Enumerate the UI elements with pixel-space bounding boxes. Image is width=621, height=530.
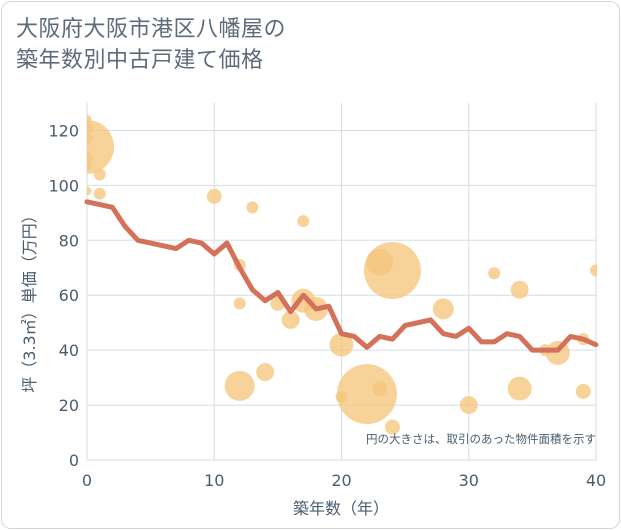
axis-ticks: 0 10 20 30 40 0 20 40 60 80 100 120	[48, 121, 606, 490]
x-tick-label: 0	[82, 471, 92, 490]
grid-lines	[86, 103, 597, 461]
y-tick-label: 120	[48, 121, 79, 140]
bubble	[233, 297, 246, 310]
bubble-series	[87, 114, 597, 435]
bubble	[507, 376, 532, 401]
bubble	[87, 186, 92, 196]
bubble	[256, 363, 275, 382]
bubble	[87, 119, 114, 174]
bubble	[384, 419, 400, 435]
y-tick-label: 20	[59, 396, 79, 415]
bubble	[206, 188, 222, 204]
bubble	[510, 280, 529, 299]
x-axis-label: 築年数（年）	[293, 499, 389, 518]
bubble	[432, 298, 454, 320]
x-tick-label: 30	[459, 471, 479, 490]
x-tick-label: 10	[204, 471, 224, 490]
bubble	[575, 383, 591, 399]
y-tick-label: 100	[48, 176, 79, 195]
bubble	[372, 381, 388, 397]
y-tick-label: 60	[59, 286, 79, 305]
chart-title: 大阪府大阪市港区八幡屋の 築年数別中古戸建て価格	[16, 14, 286, 76]
x-tick-label: 40	[586, 471, 606, 490]
chart-title-line-1: 大阪府大阪市港区八幡屋の	[16, 17, 287, 42]
bubble	[590, 264, 597, 277]
bubble	[93, 168, 106, 181]
y-tick-label: 80	[59, 231, 79, 250]
y-tick-label: 40	[59, 341, 79, 360]
bubble	[363, 242, 421, 300]
bubble	[93, 187, 106, 200]
bubble	[87, 151, 93, 164]
bubble	[297, 215, 310, 228]
bubble	[488, 267, 501, 280]
y-axis-label: 坪（3.3㎡）単価（万円）	[20, 207, 39, 392]
bubble	[281, 310, 300, 329]
bubble-size-note: 円の大きさは、取引のあった物件面積を示す	[366, 432, 596, 446]
bubble	[87, 161, 92, 171]
x-tick-label: 20	[331, 471, 351, 490]
trend-line	[84, 199, 599, 353]
chart-title-line-2: 築年数別中古戸建て価格	[16, 48, 264, 73]
bubble	[336, 364, 397, 425]
bubble	[224, 370, 255, 401]
y-tick-label: 0	[69, 451, 79, 470]
bubble	[329, 332, 354, 357]
bubble	[459, 396, 478, 415]
bubble	[246, 201, 259, 214]
